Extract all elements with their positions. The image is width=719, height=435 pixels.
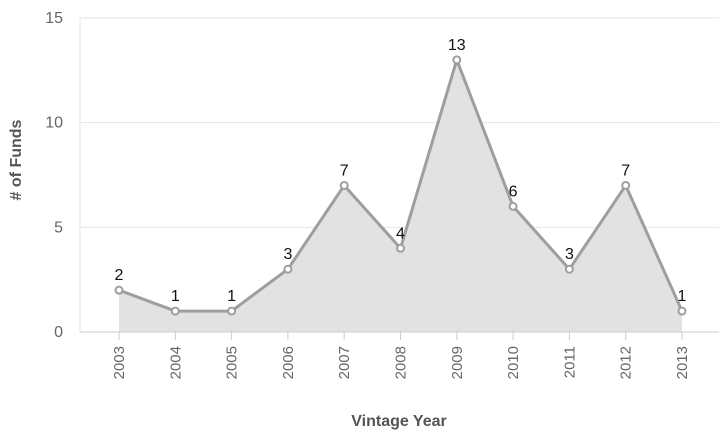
x-axis-title: Vintage Year bbox=[351, 413, 446, 430]
data-point[interactable] bbox=[339, 180, 349, 190]
data-point[interactable] bbox=[114, 285, 124, 295]
y-tick-label: 0 bbox=[54, 324, 63, 341]
x-axis: 2003 2004 2005 2006 2007 2008 2009 2010 2011 2012… bbox=[80, 331, 719, 379]
data-points bbox=[114, 55, 687, 316]
data-label: 4 bbox=[396, 225, 405, 242]
data-label: 3 bbox=[283, 246, 292, 263]
data-label: 13 bbox=[448, 37, 466, 54]
data-point[interactable] bbox=[170, 306, 180, 316]
data-point[interactable] bbox=[396, 243, 405, 253]
x-tick-label: 2012 bbox=[618, 346, 635, 379]
x-tick-label: 2004 bbox=[167, 346, 184, 379]
data-label: 3 bbox=[565, 246, 574, 263]
x-tick-label: 2013 bbox=[674, 346, 691, 379]
x-tick-label: 2009 bbox=[449, 346, 466, 379]
x-tick-label: 2006 bbox=[280, 346, 297, 379]
data-label: 1 bbox=[171, 288, 180, 305]
data-point[interactable] bbox=[452, 55, 462, 65]
y-axis: 0 5 10 15 bbox=[45, 10, 81, 341]
data-point[interactable] bbox=[508, 201, 518, 211]
area-fill bbox=[119, 59, 682, 332]
data-label: 2 bbox=[115, 267, 124, 284]
data-label: 1 bbox=[678, 288, 687, 305]
x-tick-label: 2011 bbox=[561, 346, 578, 378]
y-axis-title: # of Funds bbox=[8, 119, 25, 200]
data-point[interactable] bbox=[227, 306, 237, 316]
data-label: 6 bbox=[509, 183, 518, 200]
x-tick-label: 2010 bbox=[505, 346, 522, 379]
data-point[interactable] bbox=[621, 180, 631, 190]
data-label: 1 bbox=[227, 288, 236, 305]
y-tick-label: 5 bbox=[54, 219, 63, 236]
data-point[interactable] bbox=[283, 264, 293, 274]
data-label: 7 bbox=[621, 162, 630, 179]
data-label: 7 bbox=[340, 162, 349, 179]
area-fill-layer bbox=[119, 59, 682, 332]
y-tick-label: 10 bbox=[45, 115, 63, 132]
x-tick-label: 2003 bbox=[111, 346, 128, 379]
y-tick-label: 15 bbox=[45, 10, 63, 27]
data-point[interactable] bbox=[677, 306, 687, 316]
data-point[interactable] bbox=[564, 264, 574, 274]
x-tick-label: 2008 bbox=[393, 346, 410, 379]
x-tick-label: 2005 bbox=[224, 346, 241, 379]
x-tick-label: 2007 bbox=[336, 346, 353, 379]
